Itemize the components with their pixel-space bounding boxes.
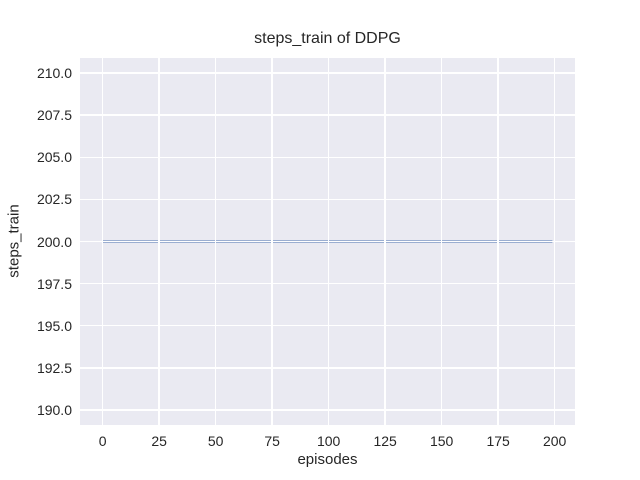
x-tick-label: 0 xyxy=(98,433,107,449)
x-tick-label: 50 xyxy=(207,433,224,449)
x-tick-label: 150 xyxy=(429,433,454,449)
y-gridline xyxy=(80,366,575,369)
y-gridline xyxy=(80,198,575,201)
x-tick-label: 175 xyxy=(486,433,510,449)
y-gridline xyxy=(80,156,575,159)
plot-area xyxy=(80,58,575,425)
y-tick-label: 192.5 xyxy=(36,359,72,376)
y-tick-label: 195.0 xyxy=(36,317,72,334)
y-gridline xyxy=(80,324,575,327)
x-tick-label: 75 xyxy=(264,433,280,449)
y-gridline xyxy=(80,409,575,411)
x-axis-label: episodes xyxy=(297,451,358,468)
y-gridline xyxy=(80,282,575,285)
x-tick-label: 200 xyxy=(542,433,567,449)
y-gridline xyxy=(80,240,575,243)
x-tick-label: 25 xyxy=(151,433,167,449)
y-tick-label: 205.0 xyxy=(36,149,72,166)
y-tick-label: 200.0 xyxy=(36,233,72,250)
y-gridline xyxy=(80,72,575,74)
chart-title: steps_train of DDPG xyxy=(254,30,401,47)
y-tick-label: 202.5 xyxy=(36,191,72,208)
y-tick-label: 197.5 xyxy=(36,275,72,292)
y-tick-label: 207.5 xyxy=(36,107,72,124)
y-tick-label: 210.0 xyxy=(36,65,72,82)
y-tick-label: 190.0 xyxy=(36,401,72,418)
y-gridline xyxy=(80,114,575,117)
x-tick-label: 125 xyxy=(373,433,397,449)
x-tick-label: 100 xyxy=(316,433,341,449)
